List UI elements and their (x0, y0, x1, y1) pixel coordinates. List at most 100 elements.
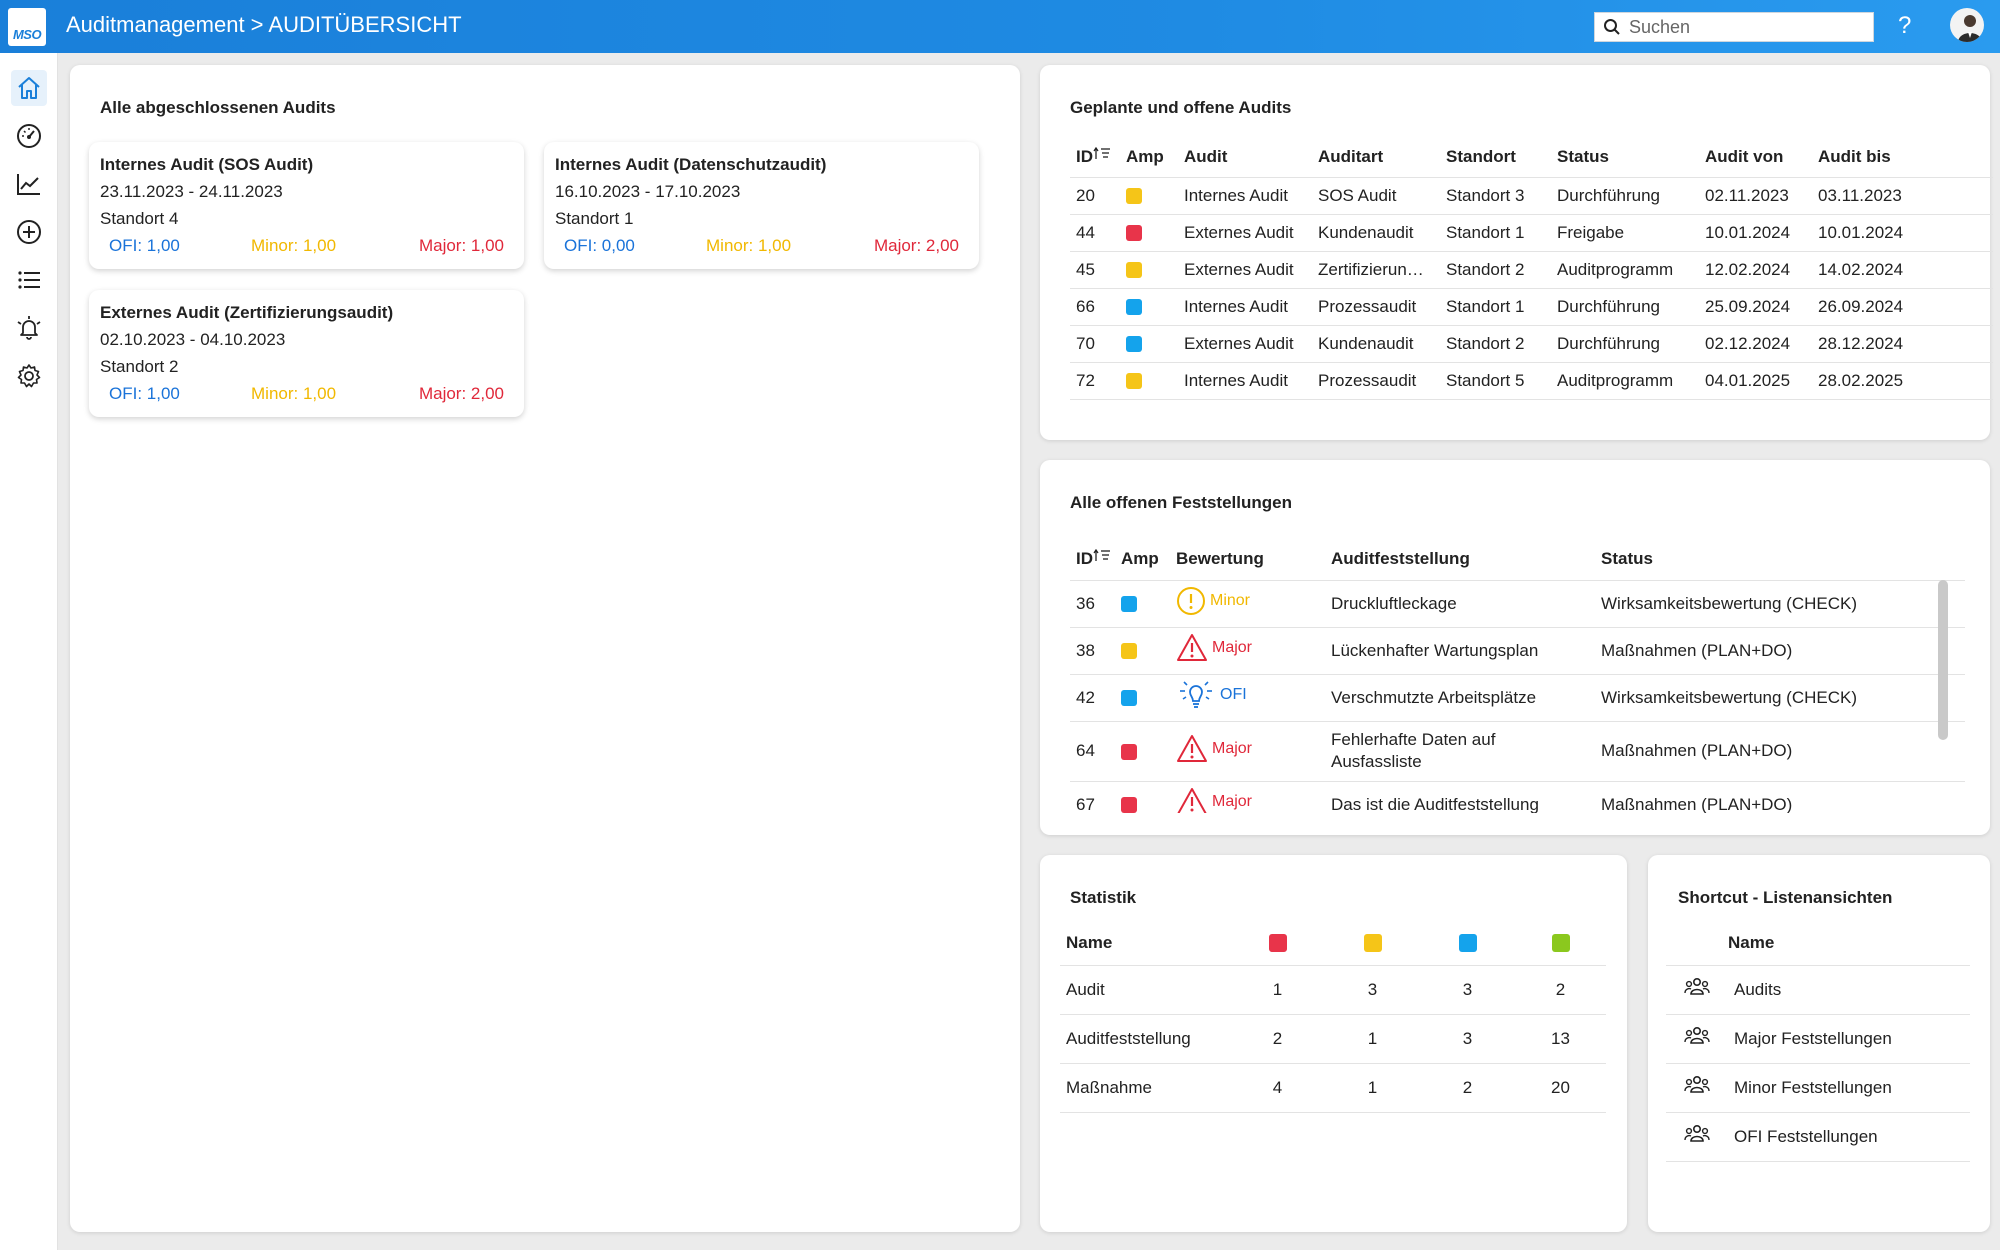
table-row[interactable]: Maßnahme 4 1 2 20 (1060, 1063, 1606, 1113)
shortcut-label[interactable]: Audits (1728, 965, 1970, 1015)
cell-amp (1115, 579, 1170, 627)
table-row[interactable]: 38 Major Lückenhafter Wartungsplan Maßna… (1070, 626, 1965, 674)
column-header-status[interactable]: Status (1601, 548, 1653, 568)
audit-card-major: Major: 2,00 (418, 384, 504, 403)
table-row[interactable]: 20 Internes Audit SOS Audit Standort 3 D… (1070, 176, 1993, 214)
cell-status: Maßnahmen (PLAN+DO) (1595, 720, 1965, 781)
amp-red-indicator (1126, 225, 1142, 242)
shortcut-label[interactable]: Minor Feststellungen (1728, 1063, 1970, 1113)
cell-status: Maßnahmen (PLAN+DO) (1595, 626, 1965, 674)
cell-audit-von: 12.02.2024 (1699, 250, 1812, 288)
add-circle-icon (17, 220, 41, 244)
table-row[interactable]: 44 Externes Audit Kundenaudit Standort 1… (1070, 213, 1993, 251)
shortcut-row-audits[interactable]: Audits (1666, 965, 1970, 1015)
column-header-green (1515, 921, 1606, 966)
column-header-bewertung[interactable]: Bewertung (1176, 548, 1264, 568)
table-row[interactable]: Auditfeststellung 2 1 3 13 (1060, 1014, 1606, 1064)
cell-amp (1115, 720, 1170, 781)
sort-icon[interactable] (1093, 548, 1111, 563)
shortcut-row-minor-findings[interactable]: Minor Feststellungen (1666, 1063, 1970, 1113)
cell-audit: Internes Audit (1178, 176, 1312, 214)
rating-label: Major (1212, 639, 1253, 656)
table-row[interactable]: 42 OFI Verschmutzte Arbeitsplätze Wirksa… (1070, 673, 1965, 721)
audit-card-minor: Minor: 1,00 (251, 236, 337, 255)
table-row[interactable]: 70 Externes Audit Kundenaudit Standort 2… (1070, 324, 1993, 362)
audit-card-major: Major: 1,00 (418, 236, 504, 255)
sidebar-item-home[interactable] (11, 70, 47, 106)
search-input[interactable] (1629, 16, 1859, 38)
shortcut-label[interactable]: Major Feststellungen (1728, 1014, 1970, 1064)
column-header-audit-bis[interactable]: Audit bis (1818, 146, 1891, 166)
cell-auditfeststellung: Das ist die Auditfeststellung (1325, 780, 1595, 813)
sidebar-item-list[interactable] (11, 262, 47, 298)
users-group-icon (1684, 1075, 1710, 1093)
cell-status: Maßnahmen (PLAN+DO) (1595, 780, 1965, 813)
table-row[interactable]: 64 Major Fehlerhafte Daten auf Ausfasslis… (1070, 720, 1965, 781)
column-header-auditart[interactable]: Auditart (1318, 146, 1384, 166)
shortcut-row-ofi-findings[interactable]: OFI Feststellungen (1666, 1112, 1970, 1162)
cell-status: Freigabe (1551, 213, 1699, 251)
cell-status: Durchführung (1551, 324, 1699, 362)
column-header-id[interactable]: ID (1070, 538, 1115, 580)
completed-audits-panel: Alle abgeschlossenen Audits Internes Aud… (70, 65, 1020, 1232)
column-header-amp[interactable]: Amp (1121, 548, 1159, 568)
audit-card[interactable]: Internes Audit (Datenschutzaudit) 16.10.… (544, 142, 979, 269)
column-header-standort[interactable]: Standort (1446, 146, 1516, 166)
column-header-id[interactable]: ID (1070, 137, 1120, 177)
amp-yellow-indicator (1126, 188, 1142, 205)
column-header-yellow (1325, 921, 1420, 966)
cell-id: 20 (1070, 176, 1120, 214)
table-row[interactable]: 72 Internes Audit Prozessaudit Standort … (1070, 361, 1993, 400)
scrollbar-thumb[interactable] (1938, 580, 1948, 740)
findings-scroll-area[interactable]: ID Amp Bewertung Auditfeststellung Statu… (1070, 538, 1993, 813)
audit-card-location: Standort 1 (555, 209, 634, 228)
audit-card[interactable]: Internes Audit (SOS Audit) 23.11.2023 - … (89, 142, 524, 269)
rating-label: Minor (1210, 592, 1251, 609)
column-header-auditfeststellung[interactable]: Auditfeststellung (1331, 548, 1470, 568)
table-row[interactable]: 66 Internes Audit Prozessaudit Standort … (1070, 287, 1993, 325)
cell-standort: Standort 1 (1440, 213, 1551, 251)
sort-icon[interactable] (1093, 146, 1111, 161)
cell-icon (1666, 1112, 1728, 1162)
home-icon (18, 77, 40, 99)
table-row[interactable]: 36 Minor Druckluftleckage Wirksamkeitsbe… (1070, 579, 1965, 627)
column-header-status[interactable]: Status (1557, 146, 1609, 166)
cell-audit: Externes Audit (1178, 250, 1312, 288)
sidebar-item-dashboard[interactable] (11, 118, 47, 154)
audit-card-date: 23.11.2023 - 24.11.2023 (100, 182, 283, 201)
search-box[interactable] (1594, 12, 1874, 42)
sidebar-item-add[interactable] (11, 214, 47, 250)
users-group-icon (1684, 1026, 1710, 1044)
table-row[interactable]: 45 Externes Audit Zertifizierun… Standor… (1070, 250, 1993, 288)
audit-card-date: 16.10.2023 - 17.10.2023 (555, 182, 741, 201)
shortcut-label[interactable]: OFI Feststellungen (1728, 1112, 1970, 1162)
planned-audits-title: Geplante und offene Audits (1070, 98, 1292, 117)
column-header-audit-von[interactable]: Audit von (1705, 146, 1784, 166)
warning-triangle-icon (1177, 734, 1207, 762)
shortcut-row-major-findings[interactable]: Major Feststellungen (1666, 1014, 1970, 1064)
column-header-audit[interactable]: Audit (1184, 146, 1228, 166)
sidebar-item-settings[interactable] (11, 358, 47, 394)
audit-card-minor: Minor: 1,00 (251, 384, 337, 403)
page-title: Auditmanagement > AUDITÜBERSICHT (66, 12, 462, 37)
audit-card-title: Internes Audit (Datenschutzaudit) (555, 155, 827, 174)
sidebar-item-charts[interactable] (11, 166, 47, 202)
mso-logo[interactable]: MSO (8, 8, 46, 46)
cell-audit-von: 10.01.2024 (1699, 213, 1812, 251)
help-button[interactable]: ? (1898, 12, 1912, 39)
planned-audits-table: ID Amp Audit Auditart Standort Status Au… (1070, 137, 1993, 400)
table-row[interactable]: 67 Major Das ist die Auditfeststellung M… (1070, 780, 1965, 813)
cell-amp (1120, 250, 1178, 288)
cell-auditfeststellung: Verschmutzte Arbeitsplätze (1325, 673, 1595, 721)
sidebar-item-alarms[interactable] (11, 310, 47, 346)
sidebar (0, 53, 58, 1250)
audit-card-minor: Minor: 1,00 (706, 236, 792, 255)
cell-standort: Standort 2 (1440, 324, 1551, 362)
column-header-amp[interactable]: Amp (1126, 146, 1164, 166)
user-avatar[interactable] (1950, 8, 1984, 42)
audit-card[interactable]: Externes Audit (Zertifizierungsaudit) 02… (89, 290, 524, 417)
findings-scrollbar[interactable] (1938, 580, 1948, 808)
cell-audit-von: 04.01.2025 (1699, 361, 1812, 400)
cell-name: Auditfeststellung (1060, 1014, 1230, 1064)
table-row[interactable]: Audit 1 3 3 2 (1060, 965, 1606, 1015)
